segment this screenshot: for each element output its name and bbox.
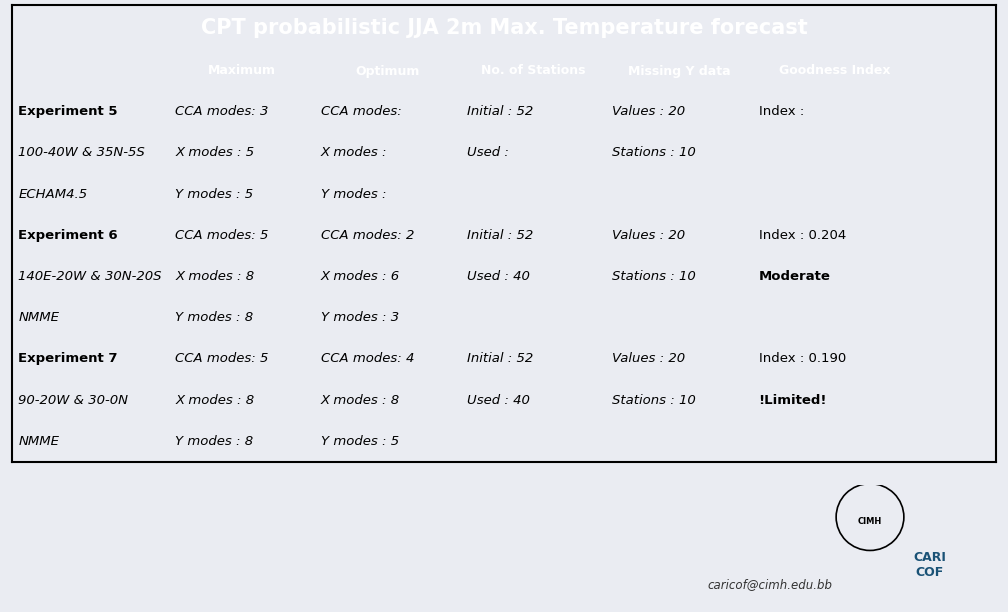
Text: 100-40W & 35N-5S: 100-40W & 35N-5S xyxy=(18,146,145,159)
Text: Used : 40: Used : 40 xyxy=(467,394,529,406)
Text: CARI
COF: CARI COF xyxy=(913,551,947,579)
Text: X modes : 5: X modes : 5 xyxy=(175,146,254,159)
Text: Missing Y data: Missing Y data xyxy=(628,64,731,78)
Text: Y modes : 8: Y modes : 8 xyxy=(175,312,253,324)
Text: CCA modes: 5: CCA modes: 5 xyxy=(175,353,269,365)
Text: Goodness Index: Goodness Index xyxy=(779,64,890,78)
Text: Index : 0.190: Index : 0.190 xyxy=(759,353,846,365)
Text: X modes : 6: X modes : 6 xyxy=(321,270,400,283)
Text: CCA modes: 3: CCA modes: 3 xyxy=(175,105,269,118)
Text: Values : 20: Values : 20 xyxy=(612,353,685,365)
Text: NMME: NMME xyxy=(18,435,59,448)
Text: Index :: Index : xyxy=(759,105,803,118)
Text: CCA modes: 4: CCA modes: 4 xyxy=(321,353,414,365)
Text: Y modes : 3: Y modes : 3 xyxy=(321,312,399,324)
Text: Initial : 52: Initial : 52 xyxy=(467,229,533,242)
Text: !Limited!: !Limited! xyxy=(759,394,828,406)
Text: Y modes : 8: Y modes : 8 xyxy=(175,435,253,448)
Text: X modes : 8: X modes : 8 xyxy=(175,270,254,283)
Text: Initial : 52: Initial : 52 xyxy=(467,105,533,118)
Text: CIMH: CIMH xyxy=(858,517,882,526)
Text: Used :: Used : xyxy=(467,146,508,159)
Text: Used : 40: Used : 40 xyxy=(467,270,529,283)
Text: Experiment 6: Experiment 6 xyxy=(18,229,118,242)
Text: Moderate: Moderate xyxy=(759,270,831,283)
Text: Experiment 7: Experiment 7 xyxy=(18,353,118,365)
Text: CCA modes: 5: CCA modes: 5 xyxy=(175,229,269,242)
Text: CCA modes: 2: CCA modes: 2 xyxy=(321,229,414,242)
Text: Values : 20: Values : 20 xyxy=(612,229,685,242)
Text: X modes : 8: X modes : 8 xyxy=(175,394,254,406)
Text: 140E-20W & 30N-20S: 140E-20W & 30N-20S xyxy=(18,270,162,283)
Text: No. of Stations: No. of Stations xyxy=(481,64,586,78)
Text: Experiment 5: Experiment 5 xyxy=(18,105,118,118)
Text: caricof@cimh.edu.bb: caricof@cimh.edu.bb xyxy=(708,578,833,592)
Text: 90-20W & 30-0N: 90-20W & 30-0N xyxy=(18,394,128,406)
Text: Y modes : 5: Y modes : 5 xyxy=(321,435,399,448)
Text: NMME: NMME xyxy=(18,312,59,324)
Text: Stations : 10: Stations : 10 xyxy=(612,270,696,283)
Text: Initial : 52: Initial : 52 xyxy=(467,353,533,365)
Text: Y modes :: Y modes : xyxy=(321,187,386,201)
Text: Index : 0.204: Index : 0.204 xyxy=(759,229,846,242)
Text: Stations : 10: Stations : 10 xyxy=(612,146,696,159)
Text: CPT probabilistic JJA 2m Max. Temperature forecast: CPT probabilistic JJA 2m Max. Temperatur… xyxy=(201,18,807,38)
Text: Values : 20: Values : 20 xyxy=(612,105,685,118)
Text: Maximum: Maximum xyxy=(209,64,276,78)
Text: CCA modes:: CCA modes: xyxy=(321,105,401,118)
Text: ECHAM4.5: ECHAM4.5 xyxy=(18,187,88,201)
Text: Optimum: Optimum xyxy=(356,64,420,78)
Text: Y modes : 5: Y modes : 5 xyxy=(175,187,253,201)
Text: X modes : 8: X modes : 8 xyxy=(321,394,400,406)
Text: Stations : 10: Stations : 10 xyxy=(612,394,696,406)
Text: X modes :: X modes : xyxy=(321,146,387,159)
